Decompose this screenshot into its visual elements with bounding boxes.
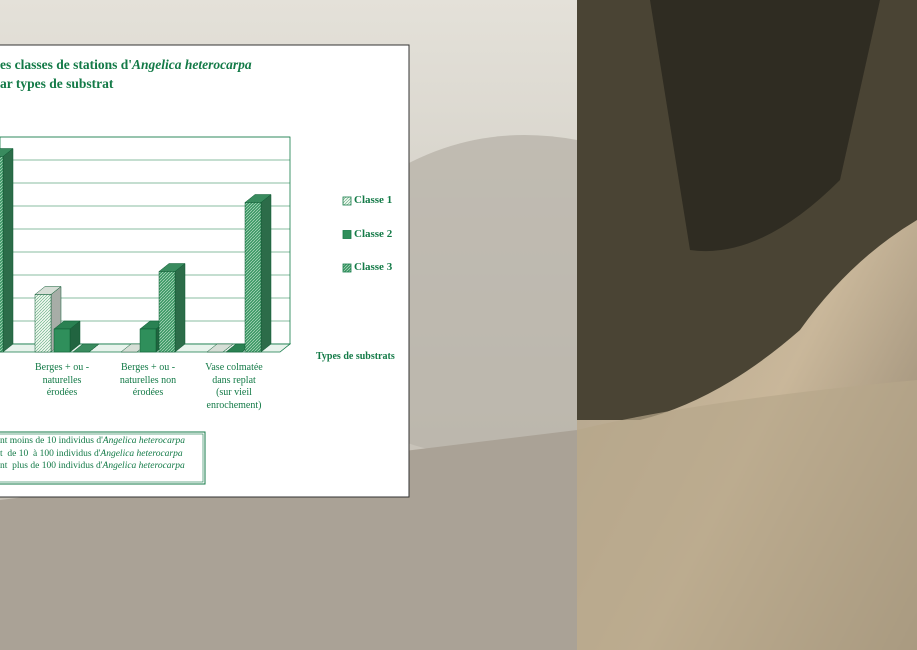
bar xyxy=(158,262,186,353)
bar-top xyxy=(0,148,14,157)
bar-front xyxy=(139,328,157,353)
note-species: Angelica heterocarpa xyxy=(102,461,185,471)
bar-front xyxy=(244,202,262,353)
note: nt moins de 10 individus d'Angelica hete… xyxy=(0,436,185,446)
bar-side xyxy=(260,193,272,353)
note-text: nt plus de 100 individus d' xyxy=(0,461,103,471)
bar-front xyxy=(34,294,52,353)
bar xyxy=(244,193,272,353)
bar xyxy=(53,320,81,353)
note: nt plus de 100 individus d'Angelica hete… xyxy=(0,461,185,471)
title-text: es classes de stations d' xyxy=(0,57,133,72)
legend-swatch xyxy=(342,263,352,273)
chart-subtitle: ar types de substrat xyxy=(0,76,114,91)
note-text: t de 10 à 100 individus d' xyxy=(0,448,101,459)
legend-swatch xyxy=(342,196,352,206)
bar-front xyxy=(53,328,71,353)
rock xyxy=(380,135,577,453)
bar xyxy=(72,343,100,353)
bar xyxy=(0,147,14,353)
note: t de 10 à 100 individus d'Angelica heter… xyxy=(0,449,183,459)
note-species: Angelica heterocarpa xyxy=(100,448,183,459)
bar-side xyxy=(2,147,14,353)
water-right xyxy=(577,380,917,650)
x-tick-label: tée nt xyxy=(0,362,18,400)
bar-front xyxy=(0,156,4,353)
chart-title: es classes de stations d'Angelica hetero… xyxy=(0,57,252,73)
bar xyxy=(206,343,234,353)
title-species: Angelica heterocarpa xyxy=(132,57,252,72)
notes-box xyxy=(0,431,206,485)
note-species: Angelica heterocarpa xyxy=(102,436,186,446)
note-text: nt moins de 10 individus d' xyxy=(0,436,103,446)
bar-top xyxy=(206,343,234,353)
bar-side xyxy=(174,262,186,353)
x-tick-label: Berges + ou - naturelles érodées xyxy=(34,362,90,398)
notes-box-inner xyxy=(0,433,204,483)
x-tick-label: Vase colmatée dans replat (sur vieil enr… xyxy=(205,362,263,411)
x-tick-label: Berges + ou - naturelles non érodées xyxy=(119,362,177,398)
x-axis-label: Types de substrats xyxy=(316,351,395,362)
legend-swatch xyxy=(342,230,352,239)
bar-front xyxy=(158,271,176,353)
legend-label: Classe 3 xyxy=(354,261,393,273)
tree-shadow xyxy=(650,0,880,252)
bar-top xyxy=(72,343,100,353)
legend-label: Classe 2 xyxy=(354,227,393,240)
legend-label: Classe 1 xyxy=(354,194,393,206)
